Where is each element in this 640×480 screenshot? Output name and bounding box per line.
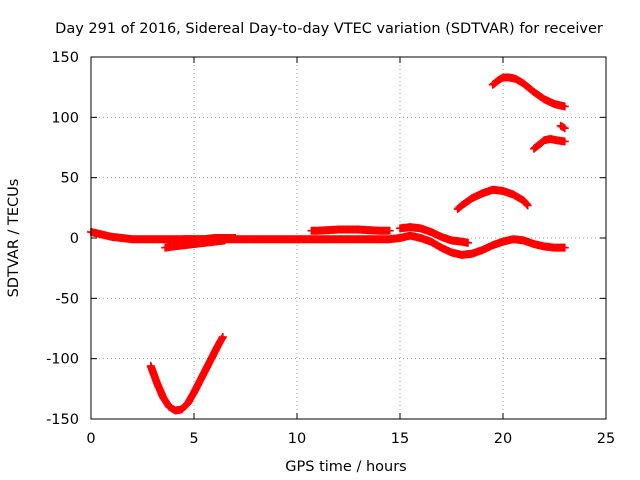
data-point [522,200,531,209]
y-tick-label: 150 [51,50,79,66]
y-axis-label: SDTVAR / TECUs [6,179,22,298]
plot-data [87,73,569,415]
x-tick-label: 20 [494,431,512,447]
data-point [523,201,532,210]
x-tick-label: 10 [288,431,306,447]
data-point [560,124,569,133]
data-point [218,332,227,341]
x-axis-label: GPS time / hours [285,459,406,475]
chart-title: Day 291 of 2016, Sidereal Day-to-day VTE… [55,21,603,37]
x-tick-label: 0 [86,431,95,447]
x-tick-label: 15 [391,431,409,447]
data-point [231,234,240,242]
y-tick-label: -100 [46,352,79,368]
data-point [559,123,568,132]
y-tick-label: 50 [61,171,79,187]
axis-ticks: 0 5 10 15 20 25 -150 -100 -50 0 50 100 150 [46,50,615,447]
data-point [560,243,569,252]
y-tick-label: -50 [55,291,79,307]
x-tick-label: 5 [189,431,198,447]
data-series [179,234,240,244]
data-series [396,223,472,247]
data-point [463,238,472,247]
data-series [146,332,227,415]
y-tick-label: -150 [46,412,79,428]
data-series [556,121,569,133]
data-series [488,73,569,111]
x-tick-label: 25 [597,431,615,447]
data-series [307,225,394,235]
data-point [560,137,569,146]
data-point [560,102,569,111]
y-tick-label: 0 [70,231,79,247]
data-series [453,185,532,214]
y-tick-label: 100 [51,110,79,126]
data-series [529,135,569,153]
data-point [385,226,394,235]
